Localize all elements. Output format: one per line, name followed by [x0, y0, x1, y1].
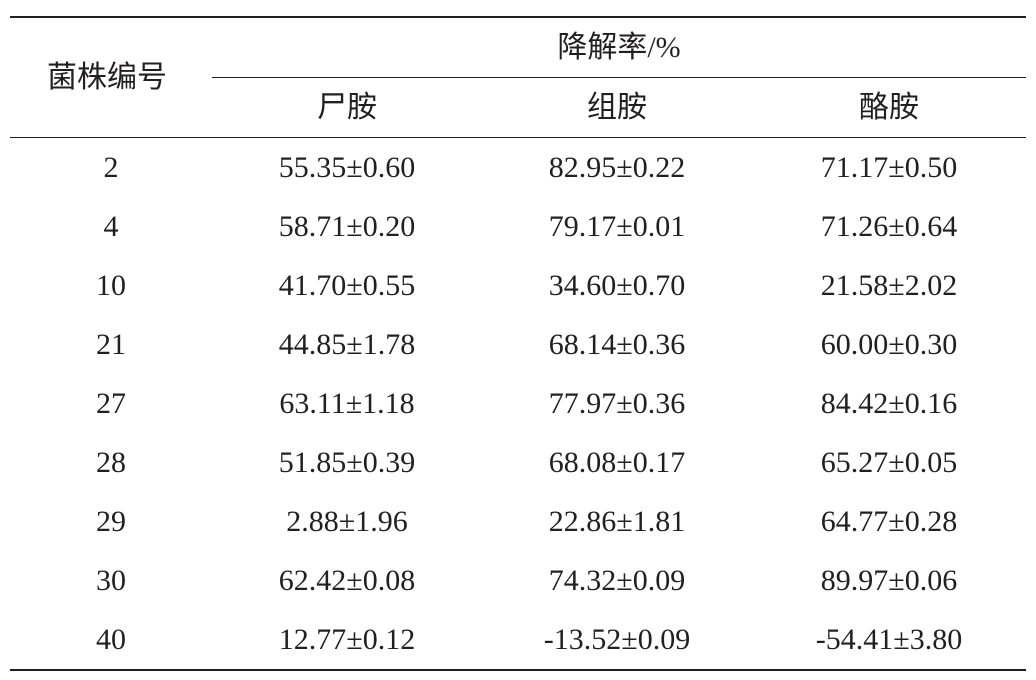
histamine-cell: 34.60±0.70 — [548, 269, 686, 302]
table-row: 30 62.42±0.08 74.32±0.09 89.97±0.06 — [10, 551, 1026, 610]
strain-cell: 4 — [103, 210, 119, 243]
degradation-rate-header: 降解率/% — [212, 16, 1026, 78]
tyramine-cell: 71.26±0.64 — [820, 210, 958, 243]
histamine-cell: 77.97±0.36 — [548, 387, 686, 420]
histamine-cell: 68.14±0.36 — [548, 328, 686, 361]
tyramine-cell: 71.17±0.50 — [820, 151, 958, 184]
table-row: 28 51.85±0.39 68.08±0.17 65.27±0.05 — [10, 433, 1026, 492]
cadaverine-cell: 55.35±0.60 — [278, 151, 416, 184]
table-row: 2 55.35±0.60 82.95±0.22 71.17±0.50 — [10, 138, 1026, 198]
strain-cell: 10 — [96, 269, 126, 302]
cadaverine-cell: 51.85±0.39 — [278, 446, 416, 479]
table-row: 29 2.88±1.96 22.86±1.81 64.77±0.28 — [10, 492, 1026, 551]
histamine-cell: 22.86±1.81 — [548, 505, 686, 538]
tyramine-cell: 64.77±0.28 — [820, 505, 958, 538]
table-row: 10 41.70±0.55 34.60±0.70 21.58±2.02 — [10, 256, 1026, 315]
strain-cell: 40 — [10, 610, 212, 671]
cadaverine-cell: 2.88±1.96 — [286, 505, 408, 538]
cadaverine-cell: 41.70±0.55 — [278, 269, 416, 302]
strain-header: 菌株编号 — [10, 16, 212, 138]
table-row: 21 44.85±1.78 68.14±0.36 60.00±0.30 — [10, 315, 1026, 374]
tyramine-cell: 84.42±0.16 — [820, 387, 958, 420]
strain-cell: 21 — [96, 328, 126, 361]
table-row: 27 63.11±1.18 77.97±0.36 84.42±0.16 — [10, 374, 1026, 433]
table-row: 4 58.71±0.20 79.17±0.01 71.26±0.64 — [10, 197, 1026, 256]
histamine-cell: -13.52±0.09 — [482, 610, 752, 671]
strain-cell: 28 — [96, 446, 126, 479]
degradation-rate-table: 菌株编号 降解率/% 尸胺 组胺 酪胺 2 55.35±0.60 82.95±0.2… — [10, 16, 1026, 671]
histamine-cell: 82.95±0.22 — [548, 151, 686, 184]
tyramine-cell: 65.27±0.05 — [820, 446, 958, 479]
cadaverine-cell: 62.42±0.08 — [278, 564, 416, 597]
column-header-cadaverine: 尸胺 — [212, 78, 482, 138]
histamine-cell: 74.32±0.09 — [548, 564, 686, 597]
strain-cell: 27 — [96, 387, 126, 420]
tyramine-cell: 21.58±2.02 — [820, 269, 958, 302]
cadaverine-cell: 58.71±0.20 — [278, 210, 416, 243]
strain-cell: 2 — [103, 151, 119, 184]
column-header-tyramine: 酪胺 — [752, 78, 1026, 138]
strain-cell: 29 — [96, 505, 126, 538]
table-row: 40 12.77±0.12 -13.52±0.09 -54.41±3.80 — [10, 610, 1026, 671]
tyramine-cell: -54.41±3.80 — [752, 610, 1026, 671]
histamine-cell: 79.17±0.01 — [548, 210, 686, 243]
tyramine-cell: 60.00±0.30 — [820, 328, 958, 361]
strain-cell: 30 — [96, 564, 126, 597]
tyramine-cell: 89.97±0.06 — [820, 564, 958, 597]
cadaverine-cell: 12.77±0.12 — [212, 610, 482, 671]
cadaverine-cell: 44.85±1.78 — [278, 328, 416, 361]
column-header-histamine: 组胺 — [482, 78, 752, 138]
histamine-cell: 68.08±0.17 — [548, 446, 686, 479]
degradation-rate-label: 降解率/% — [212, 18, 1026, 78]
cadaverine-cell: 63.11±1.18 — [279, 387, 415, 420]
